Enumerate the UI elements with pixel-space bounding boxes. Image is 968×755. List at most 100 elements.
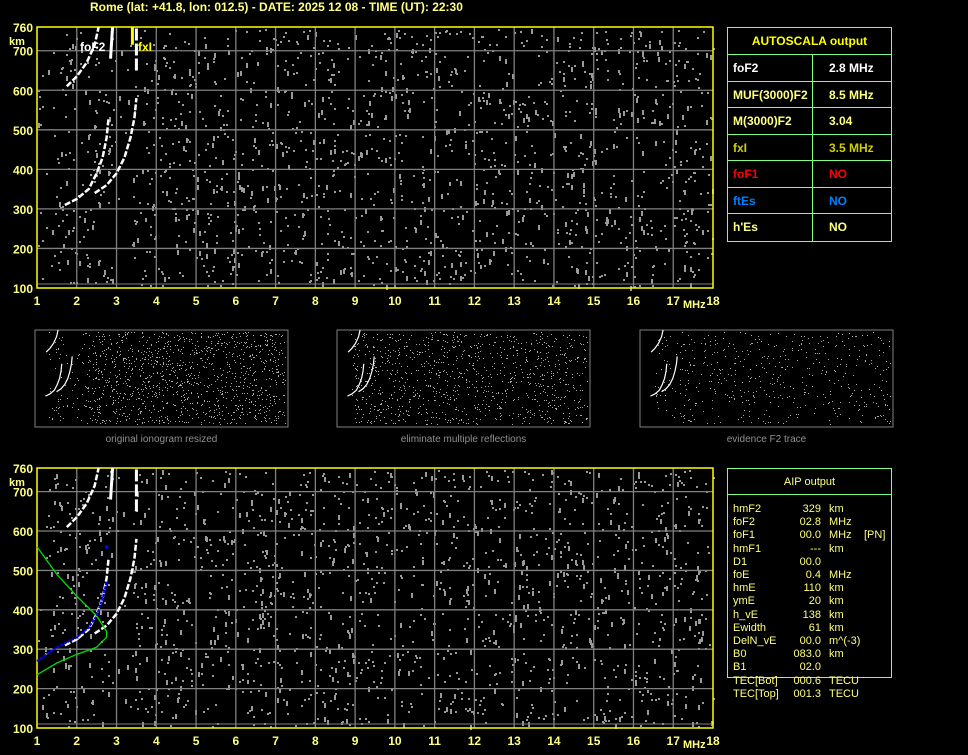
x-tick-label: 17: [667, 294, 681, 308]
aip-value: ---: [810, 542, 821, 555]
param-name: h'Es: [728, 214, 813, 241]
x-tick-label: 16: [627, 294, 641, 308]
x-tick-label: 18: [706, 294, 720, 308]
y-tick-label: 500: [13, 564, 33, 578]
x-tick-label: 17: [667, 734, 681, 748]
y-tick-label: 700: [13, 45, 33, 59]
y-tick-label: 760: [13, 462, 33, 476]
aip-unit: [829, 661, 864, 674]
thumb-trace: [358, 356, 375, 393]
aip-output-rows: hmF2 329 km foF2 02.8 MHz foF1 00.0 MHz [PN] hmF1 -…: [733, 503, 885, 701]
thumb-noise: [655, 332, 891, 425]
y-tick-label: 100: [13, 282, 33, 296]
x-mode-trace: [93, 98, 138, 195]
y-tick-label: 400: [13, 163, 33, 177]
x-tick-label: 9: [352, 734, 359, 748]
o-second-hop-trace: [65, 467, 100, 528]
aip-row: TEC[Bot] 000.6 TECU: [733, 675, 885, 688]
electron-density-profile: [36, 546, 108, 676]
x-tick-label: 13: [507, 734, 521, 748]
o-second-hop-trace: [65, 26, 100, 88]
thumb-frame: [639, 329, 894, 428]
x-tick-label: 7: [272, 734, 279, 748]
aip-unit: km: [829, 621, 844, 634]
aip-value: 083.0: [793, 648, 821, 661]
aip-row: foF1 00.0 MHz [PN]: [733, 529, 885, 542]
aip-unit: MHz: [829, 569, 852, 582]
aip-value: 138: [802, 608, 821, 621]
x-axis-unit: MHz: [683, 739, 706, 751]
aip-unit: m^(-3): [829, 635, 861, 648]
o-mode-trace: [64, 558, 110, 647]
y-tick-label: 500: [13, 124, 33, 138]
autoscala-row-hes: h'Es NO: [728, 214, 891, 241]
x-tick-label: 5: [193, 294, 200, 308]
x-axis-unit: MHz: [683, 299, 706, 311]
x-tick-label: 12: [468, 734, 482, 748]
aip-param: foE: [733, 569, 750, 582]
aip-param: DelN_vE: [733, 635, 777, 648]
thumb-caption-eliminate: eliminate multiple reflections: [400, 434, 527, 445]
aip-param: TEC[Bot]: [733, 674, 778, 687]
param-name: MUF(3000)F2: [728, 81, 813, 107]
thumb-trace: [347, 329, 361, 353]
autoscala-row-muf3000f2: MUF(3000)F2 8.5 MHz: [728, 81, 891, 108]
aip-param: hmE: [733, 582, 756, 595]
y-axis-unit: km: [9, 36, 25, 48]
y-tick-label: 100: [13, 722, 33, 736]
autoscala-row-ftes: ftEs NO: [728, 187, 891, 214]
y-tick-label: 600: [13, 525, 33, 539]
aip-row: TEC[Top] 001.3 TECU: [733, 688, 885, 701]
y-tick-label: 600: [13, 84, 33, 98]
x-tick-label: 15: [587, 294, 601, 308]
o-mode-trace: [64, 117, 110, 207]
aip-output-box: AIP output: [727, 468, 892, 678]
plot-frame: [36, 467, 714, 729]
aip-row: h_vE 138 km: [733, 609, 885, 622]
aip-param: hmF2: [733, 503, 762, 515]
aip-unit: km: [829, 595, 844, 608]
param-value: 3.04: [829, 114, 853, 128]
x-tick-label: 18: [706, 734, 720, 748]
aip-value: 00.0: [799, 555, 821, 568]
thumb-evidence: [639, 329, 894, 428]
aip-row: hmF1 --- km: [733, 543, 885, 556]
aip-row: Ewidth 61 km: [733, 622, 885, 635]
aip-row: foE 0.4 MHz: [733, 569, 885, 582]
noise-dots: [38, 29, 715, 291]
x-tick-label: 7: [272, 294, 279, 308]
x-tick-label: 1: [34, 734, 41, 748]
y-tick-label: 400: [13, 604, 33, 618]
aip-row: B1 02.0: [733, 661, 885, 674]
aip-value: 110: [803, 582, 821, 595]
x-mode-trace: [93, 538, 138, 635]
thumb-trace: [650, 329, 664, 353]
aip-param: TEC[Top]: [733, 687, 779, 700]
x-tick-label: 11: [428, 294, 441, 308]
aip-flag: [PN]: [864, 529, 886, 542]
y-tick-label: 300: [13, 643, 33, 657]
aip-param: Ewidth: [733, 621, 767, 634]
y-axis-unit: km: [9, 477, 25, 489]
fxl-label: fxI: [138, 40, 152, 54]
aip-param: foF2: [733, 516, 756, 529]
aip-value: 02.0: [799, 661, 821, 674]
y-tick-label: 760: [13, 21, 33, 35]
x-tick-label: 8: [312, 734, 319, 748]
aip-value: 61: [808, 621, 821, 634]
aip-param: ymE: [733, 595, 755, 608]
x-tick-label: 13: [507, 294, 521, 308]
aip-value: 02.8: [799, 516, 821, 529]
aip-unit: MHz: [829, 516, 852, 529]
thumb-trace: [661, 356, 678, 393]
thumb-original: [34, 329, 289, 428]
aip-param: hmF1: [733, 542, 762, 555]
param-value: 8.5 MHz: [829, 87, 874, 102]
autoscala-row-fxi: fxI 3.5 MHz: [728, 134, 891, 161]
x-tick-label: 3: [113, 294, 120, 308]
x-tick-label: 15: [587, 734, 601, 748]
thumb-noise: [49, 332, 286, 425]
aip-param: B1: [733, 661, 747, 674]
x-tick-label: 12: [468, 294, 482, 308]
